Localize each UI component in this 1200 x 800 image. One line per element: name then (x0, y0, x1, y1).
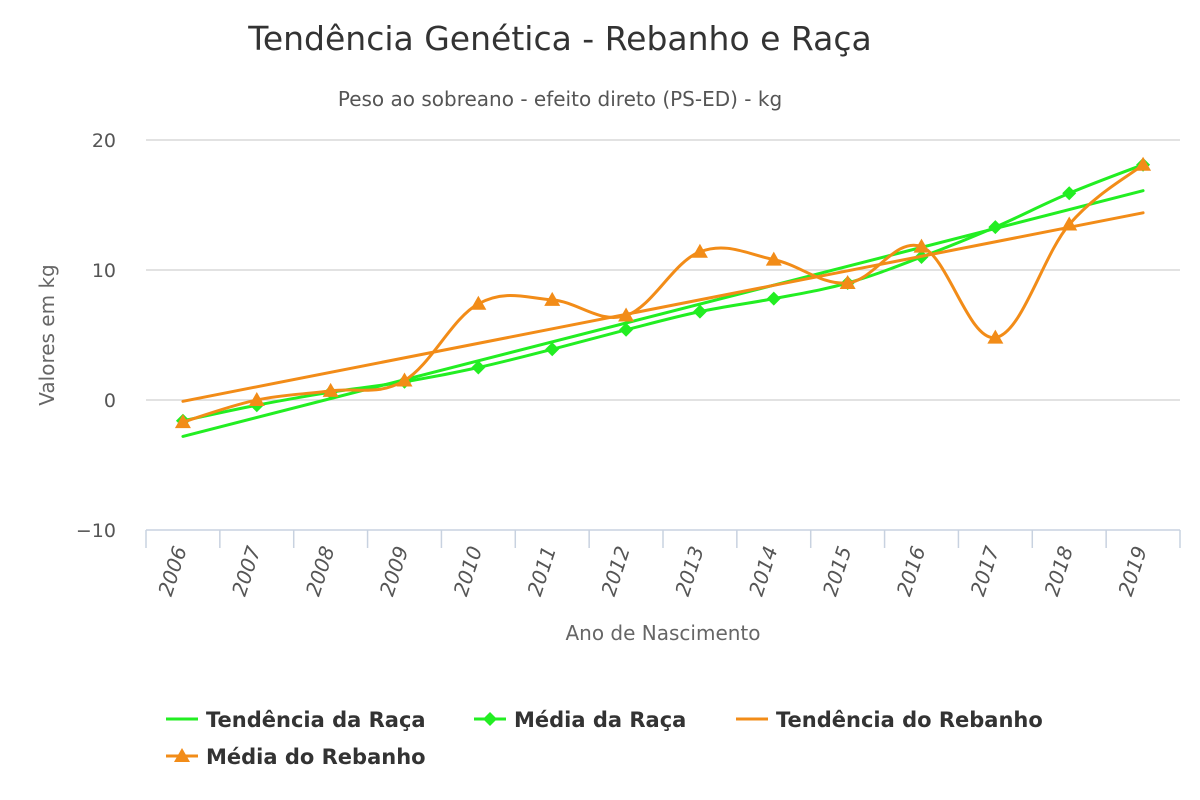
legend-item: Média do Rebanho (166, 745, 426, 769)
legend-label: Tendência do Rebanho (776, 708, 1043, 732)
data-point (692, 304, 707, 319)
x-tick-label: 2009 (375, 543, 414, 599)
data-point (839, 275, 856, 289)
x-tick-label: 2019 (1113, 543, 1152, 599)
y-tick-label: −10 (76, 520, 116, 542)
x-tick-label: 2018 (1039, 543, 1078, 599)
data-point (1135, 156, 1152, 171)
legend-label: Média da Raça (514, 708, 686, 732)
legend-swatch-marker (483, 712, 497, 726)
data-point (396, 372, 413, 387)
y-axis-ticks: −10 0 10 20 (76, 130, 116, 542)
legend: Tendência da Raça Média da Raça Tendência … (166, 708, 1043, 769)
x-tick-label: 2015 (818, 543, 857, 599)
series-layer (174, 156, 1152, 438)
series-line (182, 163, 1145, 424)
data-point (765, 251, 782, 266)
data-point (619, 322, 634, 337)
data-point (1061, 216, 1078, 231)
data-point (471, 360, 486, 375)
data-point (987, 329, 1004, 344)
chart-title: Tendência Genética - Rebanho e Raça (247, 19, 871, 58)
x-tick-label: 2007 (227, 543, 266, 599)
series-line (182, 163, 1144, 423)
data-point (618, 307, 635, 322)
series-media-da-raca (175, 157, 1151, 428)
data-point (691, 243, 708, 258)
legend-swatch-marker (174, 748, 190, 762)
chart-subtitle: Peso ao sobreano - efeito direto (PS-ED)… (338, 87, 782, 111)
x-tick-label: 2011 (522, 543, 561, 599)
legend-item: Média da Raça (474, 708, 686, 732)
data-point (470, 295, 487, 310)
data-point (174, 414, 191, 429)
x-tick-label: 2013 (670, 543, 709, 599)
grid-lines (146, 139, 1180, 401)
x-tick-label: 2008 (301, 543, 340, 599)
series-tendencia-do-rebanho (181, 211, 1145, 403)
y-axis-title: Valores em kg (35, 264, 59, 405)
x-tick-label: 2014 (744, 543, 783, 599)
x-axis: 2006 2007 2008 2009 2010 2011 2012 2013 2014 2015… (145, 529, 1181, 599)
x-tick-label: 2017 (966, 543, 1005, 599)
y-tick-label: 20 (92, 130, 116, 152)
data-point (545, 342, 560, 357)
data-point (322, 382, 339, 397)
legend-item: Tendência da Raça (166, 708, 426, 732)
legend-label: Média do Rebanho (206, 745, 426, 769)
x-tick-label: 2006 (153, 543, 192, 599)
data-point (766, 291, 781, 306)
x-axis-title: Ano de Nascimento (565, 621, 760, 645)
data-point (988, 220, 1003, 235)
x-tick-label: 2010 (449, 543, 488, 599)
x-tick-label: 2016 (892, 543, 931, 599)
legend-item: Tendência do Rebanho (736, 708, 1043, 732)
legend-label: Tendência da Raça (206, 708, 426, 732)
y-tick-label: 0 (104, 390, 116, 412)
data-point (1062, 186, 1077, 201)
series-line (181, 211, 1145, 403)
y-tick-label: 10 (92, 260, 116, 282)
data-point (248, 392, 265, 406)
series-media-do-rebanho (174, 156, 1152, 429)
data-point (913, 238, 930, 253)
x-tick-label: 2012 (596, 543, 635, 599)
data-point (544, 291, 561, 306)
